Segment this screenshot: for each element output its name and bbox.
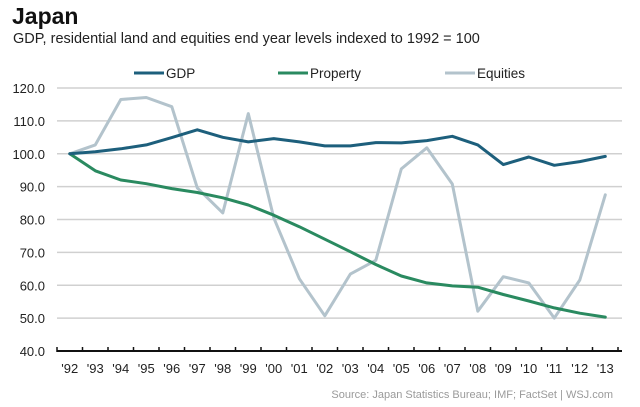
x-tick-label: '98 (214, 361, 231, 376)
series-line-gdp (68, 128, 607, 167)
x-tick-label: '01 (291, 361, 308, 376)
y-tick-label: 60.0 (20, 278, 45, 293)
x-tick-label: '05 (393, 361, 410, 376)
series-line-property (68, 152, 607, 319)
source-note: Source: Japan Statistics Bureau; IMF; Fa… (331, 389, 613, 401)
x-tick-label: '06 (418, 361, 435, 376)
x-tick-label: '02 (316, 361, 333, 376)
x-tick-label: '93 (87, 361, 104, 376)
x-tick-label: '97 (189, 361, 206, 376)
y-tick-label: 100.0 (12, 147, 45, 162)
y-tick-label: 70.0 (20, 245, 45, 260)
x-tick-label: '96 (163, 361, 180, 376)
x-tick-label: '12 (571, 361, 588, 376)
x-tick-label: '94 (112, 361, 129, 376)
x-tick-label: '10 (520, 361, 537, 376)
x-tick-label: '03 (342, 361, 359, 376)
series-line-equities (68, 96, 607, 320)
x-tick-label: '00 (265, 361, 282, 376)
y-tick-label: 50.0 (20, 311, 45, 326)
legend-label-property: Property (310, 66, 361, 81)
x-tick-label: '07 (444, 361, 461, 376)
x-tick-label: '09 (495, 361, 512, 376)
gridlines (57, 87, 622, 319)
x-tick-label: '04 (367, 361, 384, 376)
x-tick-label: '92 (61, 361, 78, 376)
chart-subtitle: GDP, residential land and equities end y… (13, 31, 480, 47)
x-tick-label: '13 (597, 361, 614, 376)
y-axis-ticks: 40.0 50.0 60.0 70.0 80.0 90.0 100.0 110.0 120.0 (12, 81, 45, 359)
x-axis: '92 '93 '94 '95 '96 '97 '98 '99 '00 '01 '02 '03 '04 '… (56, 347, 622, 376)
x-tick-label: '99 (240, 361, 257, 376)
y-tick-label: 90.0 (20, 180, 45, 195)
series-lines (68, 96, 607, 320)
x-tick-label: '95 (138, 361, 155, 376)
chart-title: Japan (12, 3, 79, 29)
y-tick-label: 120.0 (12, 81, 45, 96)
legend-label-gdp: GDP (166, 66, 195, 81)
y-tick-label: 80.0 (20, 213, 45, 228)
x-tick-label: '08 (469, 361, 486, 376)
x-tick-label: '11 (546, 361, 562, 376)
legend-label-equities: Equities (477, 66, 525, 81)
y-tick-label: 40.0 (20, 344, 45, 359)
y-tick-label: 110.0 (13, 114, 45, 129)
legend: GDP Property Equities (134, 66, 525, 81)
